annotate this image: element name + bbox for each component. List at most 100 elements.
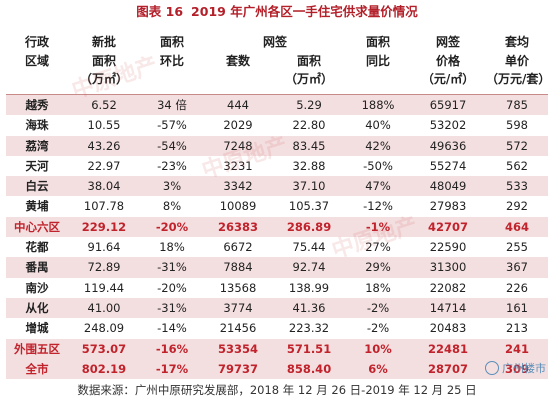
cell-area: 83.45 [272,135,347,156]
cell-unit: 598 [486,115,549,136]
cell-new_area: 91.64 [68,237,140,258]
th-units: 套数 [204,50,272,72]
cell-area: 571.51 [272,338,347,359]
source-footnote: 数据来源：广州中原研究发展部，2018 年 12 月 26 日-2019 年 1… [77,383,477,397]
account-watermark: 广州楼市 [485,360,546,376]
cell-yoy: -1% [346,216,411,238]
cell-unit: 533 [486,176,549,197]
watermark-text: 广州楼市 [502,362,546,375]
table-row: 南沙 119.44 -20% 13568 138.99 18% 22082 226 [6,277,549,298]
cell-price: 42707 [410,216,487,238]
cell-unit: 785 [486,94,549,116]
cell-price: 31300 [410,257,487,278]
cell-name: 海珠 [6,115,68,136]
cell-mom: -20% [140,216,204,238]
cell-area: 32.88 [272,155,347,177]
cell-area: 41.36 [272,297,347,319]
table-row: 增城 248.09 -14% 21456 223.32 -2% 20483 213 [6,318,549,339]
cell-new_area: 22.97 [68,155,140,177]
figure-label: 图表 16 [136,4,184,19]
table-row: 白云 38.04 3% 3342 37.10 47% 48049 533 [6,176,549,197]
cell-price: 20483 [410,318,487,339]
cell-name: 中心六区 [6,216,68,238]
cell-area: 37.10 [272,176,347,197]
cell-area: 138.99 [272,277,347,298]
cell-new_area: 107.78 [68,196,140,217]
cell-units: 444 [204,94,272,116]
cell-name: 花都 [6,237,68,258]
cell-name: 黄埔 [6,196,68,217]
cell-yoy: 10% [346,338,411,359]
cell-mom: -16% [140,338,204,359]
cell-units: 13568 [204,277,272,298]
cell-yoy: 40% [346,115,411,136]
th-unit-2: 单价 [486,50,549,72]
cell-yoy: 188% [346,94,411,116]
table-row: 黄埔 107.78 8% 10089 105.37 -12% 27983 292 [6,196,549,217]
cell-area: 223.32 [272,318,347,339]
cell-price: 55274 [410,155,487,177]
cell-unit: 241 [486,338,549,359]
cell-unit: 292 [486,196,549,217]
cell-yoy: 29% [346,257,411,278]
cell-price: 48049 [410,176,487,197]
cell-yoy: 27% [346,237,411,258]
cell-area: 75.44 [272,237,347,258]
cell-name: 增城 [6,318,68,339]
cell-name: 从化 [6,297,68,319]
cell-area: 858.40 [272,358,347,380]
cell-yoy: 6% [346,358,411,380]
cell-new_area: 41.00 [68,297,140,319]
cell-units: 21456 [204,318,272,339]
cell-mom: 8% [140,196,204,217]
cell-mom: -31% [140,297,204,319]
th-unit-3: （万元/套） [486,72,550,95]
cell-mom: -57% [140,115,204,136]
cell-name: 全市 [6,358,68,380]
cell-mom: -54% [140,135,204,156]
th-online: 网签 [204,26,347,50]
cell-new_area: 10.55 [68,115,140,136]
cell-yoy: 18% [346,277,411,298]
cell-unit: 255 [486,237,549,258]
th-price-2: 价格 [410,50,487,72]
th-yoy-2: 同比 [346,50,411,72]
cell-units: 3231 [204,155,272,177]
cell-yoy: 42% [346,135,411,156]
figure-title: 2019 年广州各区一手住宅供求量价情况 [191,4,418,19]
cell-mom: 34 倍 [140,94,204,116]
cell-new_area: 6.52 [68,94,140,116]
th-mom-2: 环比 [140,50,204,72]
cell-name: 南沙 [6,277,68,298]
table-row: 天河 22.97 -23% 3231 32.88 -50% 55274 562 [6,155,549,177]
cell-price: 53202 [410,115,487,136]
cell-yoy: -2% [346,297,411,319]
cell-area: 92.74 [272,257,347,278]
cell-price: 14714 [410,297,487,319]
cell-name: 天河 [6,155,68,177]
cell-yoy: 47% [346,176,411,197]
table-row: 海珠 10.55 -57% 2029 22.80 40% 53202 598 [6,115,549,136]
cell-name: 白云 [6,176,68,197]
table-row: 花都 91.64 18% 6672 75.44 27% 22590 255 [6,237,549,258]
cell-price: 65917 [410,94,487,116]
cell-unit: 161 [486,297,549,319]
cell-mom: -14% [140,318,204,339]
cell-name: 越秀 [6,94,68,116]
table-row: 从化 41.00 -31% 3774 41.36 -2% 14714 161 [6,297,549,319]
cell-units: 2029 [204,115,272,136]
cell-units: 7248 [204,135,272,156]
th-onlinearea-2: （万㎡） [272,72,347,95]
cell-units: 79737 [204,358,272,380]
th-price-1: 网签 [410,26,487,50]
cell-units: 10089 [204,196,272,217]
cell-unit: 464 [486,216,549,238]
cell-area: 105.37 [272,196,347,217]
table-row: 外围五区 573.07 -16% 53354 571.51 10% 22481 241 [6,338,549,359]
cell-mom: 3% [140,176,204,197]
table-row: 中心六区 229.12 -20% 26383 286.89 -1% 42707 464 [6,216,549,238]
cell-yoy: -2% [346,318,411,339]
table-row: 全市 802.19 -17% 79737 858.40 6% 28707 309 [6,358,549,380]
cell-new_area: 43.26 [68,135,140,156]
table-row: 番禺 72.89 -31% 7884 92.74 29% 31300 367 [6,257,549,278]
